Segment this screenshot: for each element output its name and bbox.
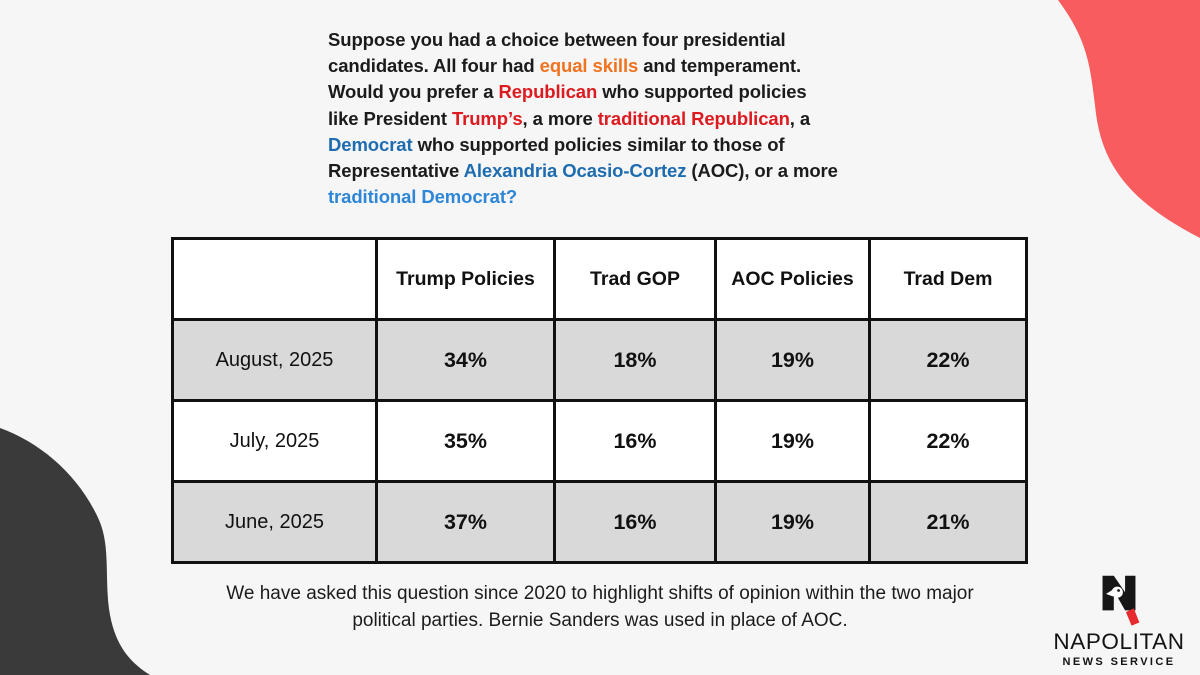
question-segment: like President xyxy=(328,107,452,129)
question-segment: , a xyxy=(789,107,811,129)
cell-value: 16% xyxy=(553,399,717,483)
question-segment: who supported policies similar to those … xyxy=(412,133,785,155)
question-segment: equal skills xyxy=(539,55,639,77)
column-header-aoc-policies: AOC Policies xyxy=(714,237,871,321)
question-segment: Alexandria Ocasio-Cortez xyxy=(463,160,687,182)
cell-value: 19% xyxy=(714,399,871,483)
decorative-dark-blob xyxy=(0,428,150,675)
question-segment: who supported policies xyxy=(597,81,807,103)
question-segment: Would you prefer a xyxy=(328,81,499,103)
table-row-august-2025: August, 2025 34% 18% 19% 22% xyxy=(171,318,1028,402)
row-label: July, 2025 xyxy=(171,399,378,483)
question-segment: Suppose you had a choice between four pr… xyxy=(328,29,786,50)
poll-results-table: Trump Policies Trad GOP AOC Policies Tra… xyxy=(171,237,1028,564)
question-segment: traditional Republican xyxy=(597,107,790,129)
napolitan-logo: NAPOLITAN NEWS SERVICE xyxy=(1044,574,1194,669)
cell-value: 16% xyxy=(553,480,717,564)
table-row-june-2025: June, 2025 37% 16% 19% 21% xyxy=(171,480,1028,564)
cell-value: 19% xyxy=(714,480,871,564)
napolitan-n-eagle-icon xyxy=(1102,575,1140,626)
question-segment: Trump’s xyxy=(451,107,523,129)
logo-name: NAPOLITAN xyxy=(1053,629,1185,654)
question-segment: traditional Democrat? xyxy=(328,186,518,208)
question-segment: and temperament. xyxy=(638,55,801,77)
cell-value: 22% xyxy=(868,399,1028,483)
cell-value: 37% xyxy=(375,480,556,564)
column-header-trad-dem: Trad Dem xyxy=(868,237,1028,321)
question-segment: candidates. All four had xyxy=(328,55,540,77)
footnote: We have asked this question since 2020 t… xyxy=(130,580,1070,634)
table-header-row: Trump Policies Trad GOP AOC Policies Tra… xyxy=(171,237,1028,321)
decorative-red-blob xyxy=(1058,0,1200,238)
row-label: June, 2025 xyxy=(171,480,378,564)
table-corner-cell xyxy=(171,237,378,321)
question-segment: Democrat xyxy=(328,133,413,155)
logo-tagline: NEWS SERVICE xyxy=(1062,656,1176,668)
question-segment: Republican xyxy=(498,81,598,103)
footnote-line-2: political parties. Bernie Sanders was us… xyxy=(352,610,848,631)
cell-value: 22% xyxy=(868,318,1028,402)
cell-value: 35% xyxy=(375,399,556,483)
column-header-trump-policies: Trump Policies xyxy=(375,237,556,321)
cell-value: 21% xyxy=(868,480,1028,564)
question-segment: (AOC), or a more xyxy=(686,160,838,182)
table-row-july-2025: July, 2025 35% 16% 19% 22% xyxy=(171,399,1028,483)
poll-question: Suppose you had a choice between four pr… xyxy=(328,27,838,210)
cell-value: 34% xyxy=(375,318,556,402)
cell-value: 19% xyxy=(714,318,871,402)
question-segment: Representative xyxy=(328,160,464,182)
footnote-line-1: We have asked this question since 2020 t… xyxy=(226,583,974,604)
row-label: August, 2025 xyxy=(171,318,378,402)
column-header-trad-gop: Trad GOP xyxy=(553,237,717,321)
question-segment: , a more xyxy=(522,107,598,129)
cell-value: 18% xyxy=(553,318,717,402)
